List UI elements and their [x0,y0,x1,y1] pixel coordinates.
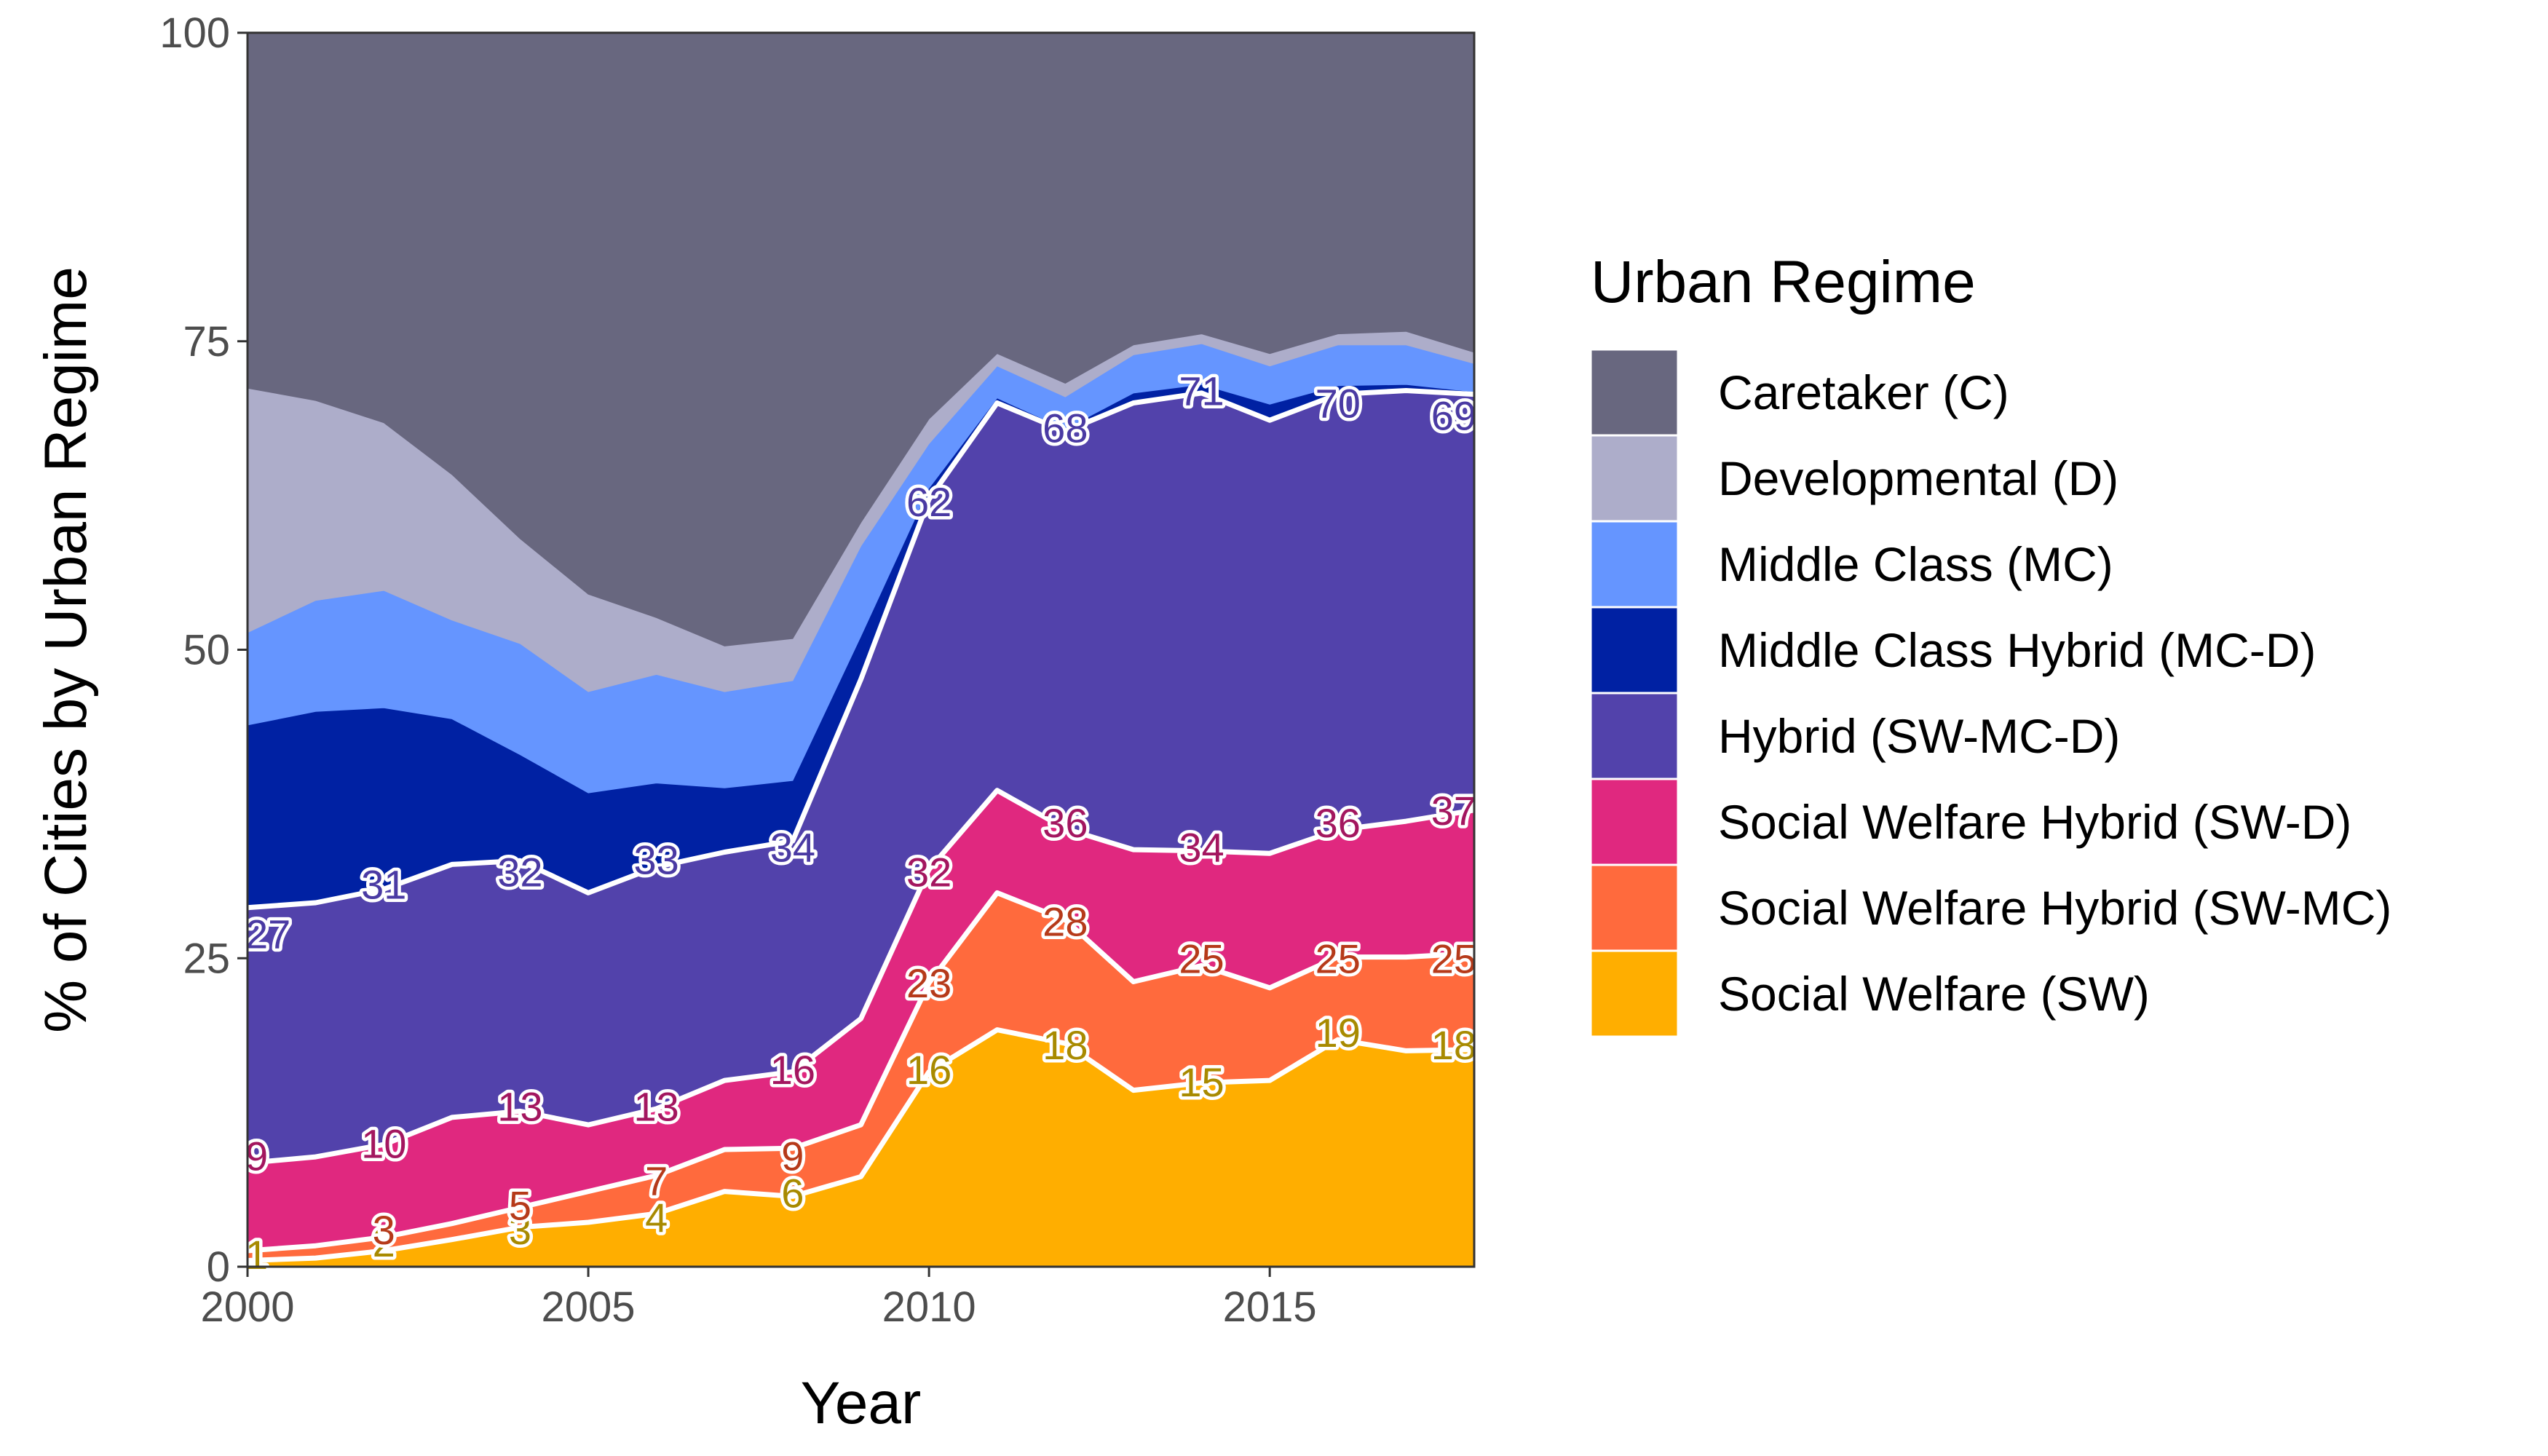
legend-key-middle-class-mc [1589,520,1679,609]
data-label: 32 [497,850,542,895]
y-tick-label: 100 [159,9,230,57]
legend-key-hybrid-sw-mc-d [1589,692,1679,780]
data-label: 27 [245,911,290,957]
data-label: 6 [781,1170,804,1216]
legend-title: Urban Regime [1591,249,1976,315]
x-tick-label: 2010 [882,1283,976,1331]
legend-label-caretaker-c: Caretaker (C) [1718,365,2009,419]
data-label: 71 [1179,368,1224,414]
data-label: 13 [634,1084,679,1130]
data-label: 69 [1431,392,1476,438]
data-label: 16 [906,1047,951,1093]
line-social-welfare-sw [247,1027,1475,1263]
data-label: 9 [781,1133,804,1179]
data-label: 25 [1431,935,1476,981]
data-label: 25 [1315,935,1361,981]
y-tick-label: 75 [183,318,230,365]
legend-key-caretaker-c [1589,348,1679,437]
data-label: 16 [770,1047,815,1093]
data-label: 7 [645,1158,668,1203]
line-hybrid-sw-mc-d [247,388,1475,911]
legend-key-middle-class-hybrid-mc-d [1589,606,1679,695]
data-label: 36 [1042,800,1088,846]
legend-label-developmental-d: Developmental (D) [1718,451,2118,505]
data-label: 15 [1179,1059,1224,1105]
legend-label-middle-class-hybrid-mc-d: Middle Class Hybrid (MC-D) [1718,623,2316,677]
legend-label-hybrid-sw-mc-d: Hybrid (SW-MC-D) [1718,709,2120,763]
data-label: 9 [245,1133,268,1179]
data-label: 1 [245,1232,268,1278]
data-label: 34 [1179,825,1224,871]
data-label: 19 [1315,1010,1361,1056]
data-label: 36 [1315,800,1361,846]
data-label: 4 [645,1195,668,1241]
data-label: 37 [1431,788,1476,834]
data-label: 62 [906,479,951,525]
area-layer [247,32,1475,1267]
data-label: 3 [373,1207,395,1253]
data-label: 31 [361,862,406,908]
data-label: 23 [906,960,951,1006]
legend-key-social-welfare-sw [1589,949,1679,1038]
legend-label-social-welfare-hybrid-sw-d: Social Welfare Hybrid (SW-D) [1718,795,2351,849]
data-label: 68 [1042,405,1088,451]
y-tick-label: 0 [207,1243,230,1291]
data-label: 33 [634,837,679,883]
legend-key-social-welfare-hybrid-sw-mc [1589,863,1679,952]
data-label: 2 [373,1219,395,1265]
data-label: 5 [509,1182,531,1228]
x-tick-label: 2005 [542,1283,636,1331]
y-tick-label: 25 [183,935,230,982]
data-label: 34 [770,825,815,871]
legend-label-social-welfare-hybrid-sw-mc: Social Welfare Hybrid (SW-MC) [1718,881,2391,935]
x-axis-title: Year [801,1370,922,1436]
legend-key-developmental-d [1589,434,1679,523]
line-social-welfare-hybrid-sw-mc [247,890,1475,1254]
data-label: 18 [1042,1022,1088,1068]
data-label: 10 [361,1121,406,1167]
data-label: 13 [497,1084,542,1130]
x-tick-label: 2000 [200,1283,294,1331]
legend-label-middle-class-mc: Middle Class (MC) [1718,537,2113,591]
cumulative-line-layer [247,388,1475,1263]
y-axis-title: % of Cities by Urban Regime [33,266,99,1033]
data-label: 25 [1179,935,1224,981]
data-label: 32 [906,850,951,895]
x-tick-label: 2015 [1223,1283,1317,1331]
legend-key-social-welfare-hybrid-sw-d [1589,778,1679,866]
legend-label-social-welfare-sw: Social Welfare (SW) [1718,967,2150,1021]
data-label: 3 [509,1207,531,1253]
line-social-welfare-hybrid-sw-d [247,788,1475,1166]
data-label: 70 [1315,381,1361,427]
data-label: 28 [1042,898,1088,944]
legend: Urban Regime Caretaker (C) Developmental … [1589,249,2391,1038]
data-label: 18 [1431,1022,1476,1068]
y-tick-label: 50 [183,627,230,674]
